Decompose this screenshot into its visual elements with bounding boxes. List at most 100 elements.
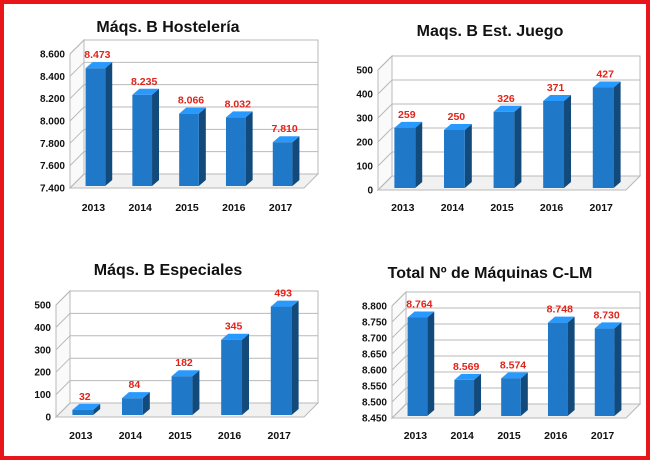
y-tick-label: 500 [356, 66, 373, 77]
chart-title: Máqs. B Especiales [93, 262, 243, 279]
bar-2015 [501, 372, 528, 416]
y-tick-label: 8.600 [40, 50, 65, 61]
data-label: 32 [79, 391, 91, 403]
x-tick-label: 2013 [82, 202, 106, 214]
data-label: 8.235 [131, 76, 157, 88]
chart-panel-especiales: Máqs. B Especiales 0 100 200 300 400 500 32 201… [8, 234, 328, 459]
data-label: 493 [274, 288, 292, 300]
data-label: 8.473 [84, 49, 110, 61]
x-tick-label: 2013 [404, 430, 428, 442]
y-tick-label: 8.400 [40, 72, 65, 83]
bar-2016 [221, 333, 250, 415]
chart-plot: 0 100 200 300 400 500 259 2013 250 2014 326 2015 371… [356, 54, 642, 214]
bar-side-face [614, 322, 622, 416]
chart-panel-total: Total Nº de Máquinas C-LM 8.450 8.500 8.55… [330, 234, 650, 459]
chart-plot: 0 100 200 300 400 500 32 2013 84 2014 182 2015 345 20… [34, 288, 320, 442]
data-label: 182 [175, 357, 193, 369]
bar-top-face [592, 81, 621, 88]
bar-front-face [225, 117, 246, 186]
y-tick-label: 8.600 [362, 366, 387, 377]
bar-2013 [72, 403, 101, 415]
y-tick-label: 8.750 [362, 318, 387, 329]
y-tick-label: 500 [34, 301, 51, 312]
data-label: 8.066 [178, 95, 204, 107]
bar-top-face [221, 333, 250, 340]
x-tick-label: 2017 [269, 202, 293, 214]
bar-2017 [592, 81, 621, 188]
bar-side-face [152, 88, 160, 186]
bar-2015 [179, 107, 206, 186]
chart-plot: 8.450 8.500 8.550 8.600 8.650 8.700 8.750 8.800… [362, 290, 642, 442]
gridline [69, 61, 318, 77]
data-label: 371 [547, 82, 565, 94]
bar-front-face [85, 68, 106, 186]
y-tick-label: 7.400 [40, 184, 65, 195]
bar-side-face [291, 300, 299, 415]
bar-top-face [72, 403, 101, 410]
bar-top-face [443, 124, 472, 130]
y-tick-label: 200 [356, 138, 373, 149]
x-tick-label: 2015 [168, 430, 192, 442]
data-label: 84 [129, 379, 141, 391]
y-tick-label: 100 [356, 162, 373, 173]
bar-front-face [443, 130, 465, 188]
bar-2015 [171, 370, 200, 415]
chart-title: Maqs. B Est. Juego [416, 23, 564, 40]
bar-2016 [547, 316, 575, 416]
bar-top-face [132, 88, 160, 95]
gridline [55, 312, 318, 328]
y-tick-label: 8.650 [362, 350, 387, 361]
bar-top-face [454, 373, 482, 380]
bar-front-face [493, 111, 515, 188]
x-tick-label: 2017 [590, 202, 614, 214]
bar-top-face [407, 311, 435, 318]
bar-front-face [72, 409, 94, 415]
x-tick-label: 2014 [129, 202, 153, 214]
x-tick-label: 2016 [222, 202, 246, 214]
bar-front-face [171, 376, 193, 415]
chart-panel-est-juego: Maqs. B Est. Juego 0 100 200 300 400 500 259 20… [330, 10, 650, 235]
x-tick-label: 2017 [268, 430, 292, 442]
bar-top-face [594, 322, 622, 329]
bar-top-face [171, 370, 200, 377]
y-tick-label: 0 [45, 413, 51, 424]
bar-front-face [547, 322, 568, 416]
bar-side-face [567, 316, 575, 416]
bar-side-face [93, 403, 101, 415]
y-tick-label: 8.550 [362, 382, 387, 393]
bar-top-face [272, 136, 300, 143]
bar-2013 [394, 121, 423, 188]
plot-side-wall [377, 54, 393, 192]
gridline [69, 39, 318, 55]
bar-2014 [121, 392, 150, 415]
y-tick-label: 200 [34, 368, 51, 379]
bar-top-face [493, 105, 522, 112]
data-label: 427 [596, 69, 614, 81]
chart-plot: 7.400 7.600 7.800 8.000 8.200 8.400 8.600 8.473… [40, 38, 320, 214]
bar-2013 [407, 311, 435, 416]
x-tick-label: 2014 [441, 202, 465, 214]
bar-side-face [464, 124, 472, 188]
bar-side-face [613, 81, 621, 188]
bar-front-face [121, 398, 143, 415]
bar-2014 [454, 373, 482, 416]
gridline [55, 290, 318, 306]
x-tick-label: 2014 [119, 430, 143, 442]
data-label: 8.569 [453, 361, 479, 373]
bar-side-face [564, 94, 572, 188]
data-label: 7.810 [271, 123, 297, 135]
y-tick-label: 7.600 [40, 161, 65, 172]
bar-side-face [198, 107, 206, 186]
bar-front-face [407, 317, 428, 416]
bar-side-face [245, 111, 253, 186]
y-tick-label: 8.200 [40, 94, 65, 105]
plot-side-wall [391, 290, 407, 420]
x-tick-label: 2014 [451, 430, 475, 442]
data-label: 8.748 [547, 304, 573, 316]
y-tick-label: 8.700 [362, 334, 387, 345]
data-label: 326 [497, 93, 515, 105]
y-tick-label: 300 [34, 345, 51, 356]
x-tick-label: 2016 [540, 202, 564, 214]
gridline [391, 291, 640, 307]
data-label: 8.764 [406, 299, 432, 311]
